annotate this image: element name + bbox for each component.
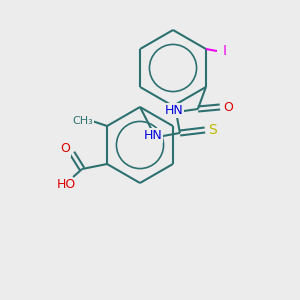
Text: HN: HN	[164, 103, 183, 116]
Text: HN: HN	[143, 128, 162, 142]
Text: HO: HO	[56, 178, 76, 191]
Text: I: I	[223, 44, 227, 58]
Text: CH₃: CH₃	[73, 116, 94, 126]
Text: O: O	[223, 100, 233, 113]
Text: S: S	[208, 123, 217, 137]
Text: O: O	[60, 142, 70, 155]
